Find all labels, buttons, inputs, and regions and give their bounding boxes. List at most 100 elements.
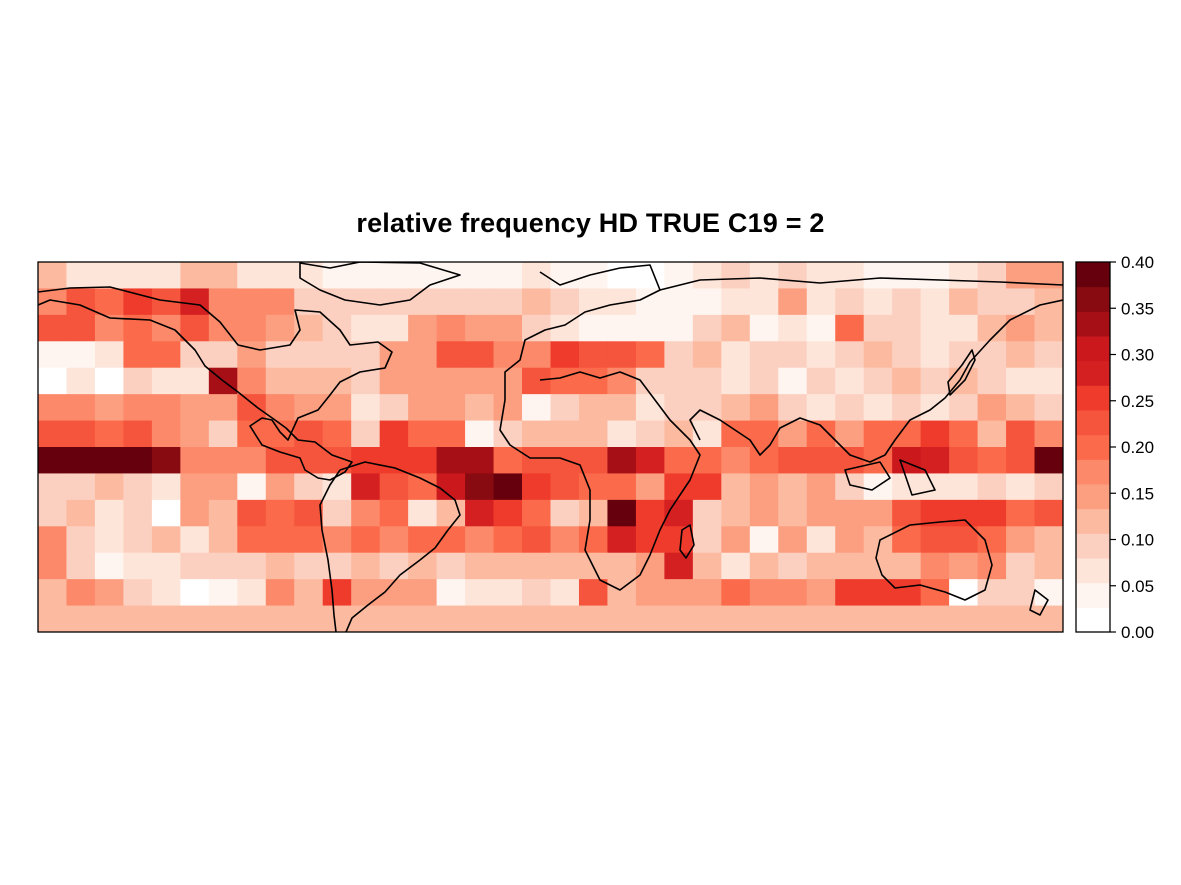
heatmap-cell [322,605,352,632]
heatmap-cell [151,473,181,501]
colorbar-tick-label: 0.15 [1121,484,1154,503]
heatmap-cell [977,341,1007,369]
heatmap-cell [692,499,722,527]
heatmap-cell [436,552,466,580]
heatmap-cell [408,288,438,316]
heatmap-cell [265,262,295,290]
heatmap-cell [493,447,523,475]
heatmap-cell [778,552,808,580]
heatmap-cell [806,605,836,632]
heatmap-cell [949,552,979,580]
heatmap-cell [465,394,495,422]
heatmap-cell [635,579,665,607]
heatmap-cell [1034,314,1063,342]
chart-title: relative frequency HD TRUE C19 = 2 [356,208,825,238]
heatmap-cell [920,288,950,316]
heatmap-cell [94,499,125,527]
heatmap-cell [208,394,238,422]
heatmap-cell [721,499,751,527]
heatmap-cell [294,605,324,632]
colorbar-swatch [1076,582,1110,608]
colorbar-swatch [1076,558,1110,584]
heatmap-cell [806,288,836,316]
heatmap-cell [151,499,181,527]
heatmap-cell [237,605,267,632]
heatmap-cell [94,526,125,554]
heatmap-cell [123,262,153,290]
heatmap-cell [322,473,352,501]
heatmap-cell [920,526,950,554]
heatmap-cell [778,499,808,527]
heatmap-cell [835,526,865,554]
heatmap-cell [692,367,722,395]
heatmap-cell [151,314,181,342]
heatmap-cell [493,473,523,501]
heatmap-cell [66,341,96,369]
heatmap-cell [465,526,495,554]
colorbar-swatch [1076,434,1110,460]
heatmap-cell [863,314,893,342]
heatmap-cell [778,314,808,342]
heatmap-cell [578,288,609,316]
heatmap-cell [123,367,153,395]
heatmap-cell [38,473,68,501]
heatmap-cell [749,288,779,316]
heatmap-cell [607,579,637,607]
heatmap-cell [265,447,295,475]
heatmap-cell [123,526,153,554]
heatmap-cell [664,314,694,342]
heatmap-cell [977,420,1007,448]
heatmap-cell [237,447,267,475]
heatmap-cell [977,394,1007,422]
heatmap-cell [977,499,1007,527]
heatmap-cell [892,447,922,475]
colorbar-tick-label: 0.05 [1121,577,1154,596]
heatmap-cell [265,499,295,527]
heatmap-cell [550,341,580,369]
heatmap-cell [806,526,836,554]
heatmap-cell [522,473,552,501]
heatmap-cell [522,341,552,369]
heatmap-cell [123,420,153,448]
heatmap-cell [949,447,979,475]
heatmap-cell [1006,341,1036,369]
colorbar-swatch [1076,262,1110,288]
heatmap-cell [920,367,950,395]
heatmap-cell [692,314,722,342]
colorbar-swatch [1076,484,1110,510]
colorbar-swatch [1076,533,1110,559]
heatmap-cell [749,473,779,501]
heatmap-cell [892,314,922,342]
heatmap-cell [920,473,950,501]
heatmap-cell [863,367,893,395]
heatmap-cell [436,288,466,316]
colorbar-swatch [1076,607,1110,633]
heatmap-cell [607,605,637,632]
heatmap-cell [1006,526,1036,554]
colorbar-swatch [1076,459,1110,485]
heatmap-cell [379,314,409,342]
heatmap-cell [265,526,295,554]
heatmap-cell [38,447,68,475]
heatmap-cell [294,367,324,395]
heatmap-cell [351,394,381,422]
heatmap-cell [123,605,153,632]
heatmap-cell [94,394,125,422]
heatmap-cell [180,605,210,632]
heatmap-cell [806,447,836,475]
heatmap-cell [465,473,495,501]
heatmap-cell [379,526,409,554]
heatmap-cell [94,314,125,342]
heatmap-cell [550,552,580,580]
heatmap-cell [892,526,922,554]
heatmap-cell [208,447,238,475]
heatmap-cell [1034,367,1063,395]
heatmap-cell [692,579,722,607]
heatmap-cell [38,552,68,580]
heatmap-cell [778,341,808,369]
heatmap-cell [550,579,580,607]
heatmap-cell [1006,579,1036,607]
heatmap-cell [664,552,694,580]
heatmap-cell [180,314,210,342]
